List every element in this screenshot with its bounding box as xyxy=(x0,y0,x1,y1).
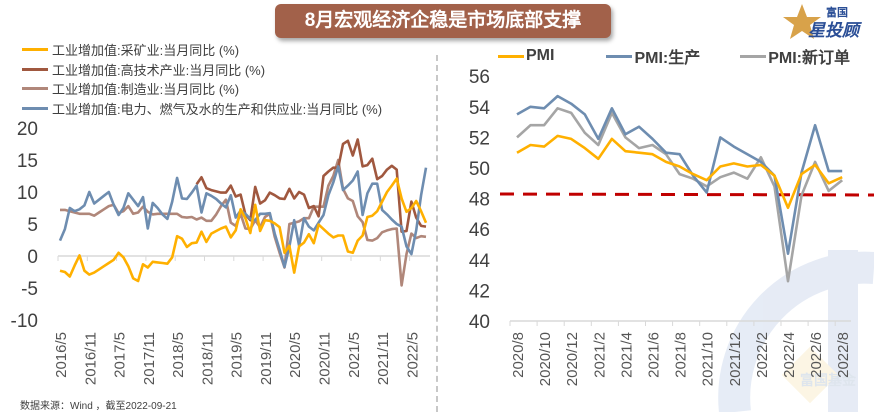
legend-label: 工业增加值:采矿业:当月同比 (%) xyxy=(52,43,240,59)
star-icon xyxy=(783,4,821,39)
series-line-hightech xyxy=(195,138,427,233)
brand-logo: 富国 星投顾 xyxy=(783,4,862,40)
source-note: 数据来源：Wind ，截至2022-09-21 xyxy=(20,401,177,412)
legend-item-pmi: PMI xyxy=(498,44,554,68)
svg-text:星投顾: 星投顾 xyxy=(808,21,862,40)
x-tick-label: 2022/5 xyxy=(404,332,421,378)
panel-divider xyxy=(436,55,438,412)
watermark-text: 富国基金 xyxy=(800,372,857,388)
reference-line xyxy=(499,192,874,197)
legend-swatch xyxy=(606,54,633,58)
x-tick-label: 2021/4 xyxy=(618,332,635,378)
x-tick-label: 2020/8 xyxy=(510,332,527,378)
y-tick-label: 46 xyxy=(469,220,490,241)
x-tick-label: 2018/5 xyxy=(170,332,187,378)
y-tick-label: 52 xyxy=(469,128,490,149)
y-tick-label: 10 xyxy=(17,183,38,204)
y-tick-label: 56 xyxy=(469,67,490,88)
y-tick-label: 54 xyxy=(469,98,491,119)
watermark-logo: 富国基金 xyxy=(718,250,874,412)
page-title: 8月宏观经济企稳是市场底部支撑 xyxy=(275,4,611,38)
x-tick-label: 2022/8 xyxy=(835,332,852,378)
x-tick-label: 2020/10 xyxy=(537,332,554,386)
legend-swatch xyxy=(22,48,48,52)
legend-label: 工业增加值:电力、燃气及水的生产和供应业:当月同比 (%) xyxy=(52,101,383,117)
legend-swatch xyxy=(22,106,48,110)
x-tick-label: 2022/4 xyxy=(781,332,798,378)
legend-label: PMI xyxy=(526,47,555,64)
legend-item-new-orders: PMI:新订单 xyxy=(740,44,850,68)
x-tick-label: 2022/6 xyxy=(808,332,825,378)
y-tick-label: 42 xyxy=(469,281,490,302)
y-tick-label: 5 xyxy=(27,215,38,236)
y-tick-label: 44 xyxy=(469,251,491,272)
legend-item-manufacturing: 工业增加值:制造业:当月同比 (%) xyxy=(22,79,382,99)
series-line-new_orders xyxy=(516,107,844,283)
series-line-mining xyxy=(59,177,428,283)
legend-label: PMI:新订单 xyxy=(768,50,851,67)
legend-item-power: 工业增加值:电力、燃气及水的生产和供应业:当月同比 (%) xyxy=(22,99,382,119)
y-tick-label: 50 xyxy=(469,159,490,180)
x-tick-label: 2021/11 xyxy=(375,332,392,385)
x-tick-label: 2019/5 xyxy=(229,332,246,378)
x-tick-label: 2019/11 xyxy=(258,332,275,385)
x-tick-label: 2021/2 xyxy=(591,332,608,378)
legend-swatch xyxy=(498,54,524,58)
x-tick-label: 2021/12 xyxy=(727,332,744,386)
x-tick-label: 2021/6 xyxy=(646,332,663,378)
x-tick-label: 2018/11 xyxy=(199,332,216,385)
x-tick-label: 2017/5 xyxy=(112,332,129,378)
left-legend: 工业增加值:采矿业:当月同比 (%) 工业增加值:高技术产业:当月同比 (%) … xyxy=(22,40,382,118)
x-tick-label: 2020/12 xyxy=(564,332,581,386)
x-tick-label: 2020/5 xyxy=(287,332,304,378)
x-tick-label: 2021/8 xyxy=(673,332,690,378)
legend-label: 工业增加值:制造业:当月同比 (%) xyxy=(52,82,240,98)
y-tick-label: 0 xyxy=(27,247,38,268)
legend-swatch xyxy=(22,87,48,91)
x-tick-label: 2016/11 xyxy=(82,332,99,385)
y-tick-label: 48 xyxy=(469,190,490,211)
x-tick-label: 2021/10 xyxy=(700,332,717,386)
legend-label: PMI:生产 xyxy=(634,50,701,67)
x-tick-label: 2021/5 xyxy=(346,332,363,378)
legend-swatch xyxy=(22,67,48,71)
svg-text:富国: 富国 xyxy=(826,5,848,19)
right-legend: PMI PMI:生产 PMI:新订单 xyxy=(498,44,872,68)
watermark-bar xyxy=(828,250,858,412)
legend-swatch xyxy=(740,54,767,58)
legend-item-production: PMI:生产 xyxy=(606,44,700,68)
legend-item-hightech: 工业增加值:高技术产业:当月同比 (%) xyxy=(22,60,382,80)
x-tick-label: 2020/11 xyxy=(317,332,334,385)
y-tick-label: -5 xyxy=(21,279,38,300)
legend-label: 工业增加值:高技术产业:当月同比 (%) xyxy=(52,62,266,78)
x-tick-label: 2022/2 xyxy=(754,332,771,378)
series-line-pmi xyxy=(516,134,843,210)
x-tick-label: 2016/5 xyxy=(53,332,70,378)
series-line-production xyxy=(516,94,843,255)
legend-item-mining: 工业增加值:采矿业:当月同比 (%) xyxy=(22,40,382,60)
y-tick-label: 20 xyxy=(17,119,38,140)
industrial-output-chart: 20 15 10 5 0 -5 -10 2016/5 2016/11 2017/5 2017/11 2… xyxy=(11,119,430,385)
y-tick-label: -10 xyxy=(11,311,38,332)
y-tick-label: 15 xyxy=(17,151,38,172)
x-tick-label: 2017/11 xyxy=(141,332,158,385)
watermark-arc xyxy=(718,251,874,412)
y-tick-label: 40 xyxy=(469,312,490,333)
